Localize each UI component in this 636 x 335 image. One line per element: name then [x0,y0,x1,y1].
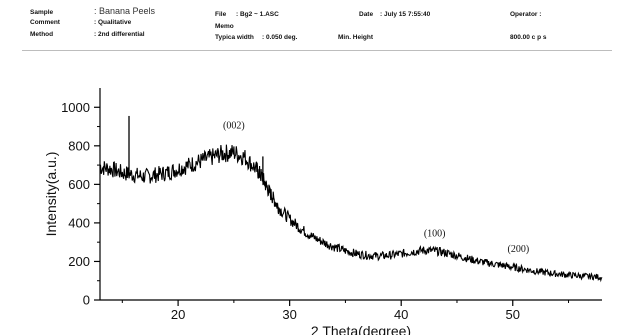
sample-label: Sample [30,9,54,16]
file-value: : Bg2 ~ 1.ASC [236,11,279,18]
x-axis-label: 2 Theta(degree) [311,323,411,335]
method-value: : 2nd differential [94,31,145,38]
instrument-header: Sample : Banana Peels Comment : Qualitat… [0,6,636,54]
date-label: Date [359,11,374,18]
operator-label: Operator : [510,11,542,18]
peak-label-2: (200) [507,244,529,255]
y-tick-label: 0 [83,293,90,308]
plot-lines [99,115,603,283]
series-line [99,144,603,283]
date-value: : July 15 7:55:40 [380,11,431,18]
y-tick-label: 600 [68,177,90,192]
min-height-label: Min. Height [338,34,374,41]
sample-value: : Banana Peels [94,6,156,16]
peak-label-1: (100) [424,228,446,239]
y-tick-label: 800 [68,138,90,153]
typical-width-label: Typica width [215,34,254,41]
file-label: File [215,11,227,18]
axes: 0 200 400 600 800 1000 20 30 40 50 [61,88,602,322]
comment-value: : Qualitative [94,19,132,26]
header-divider [22,50,612,51]
y-axis-label: Intensity(a.u.) [43,152,59,237]
y-tick-label: 400 [68,215,90,230]
x-tick-label: 30 [282,307,296,322]
x-tick-label: 50 [506,307,520,322]
comment-label: Comment [30,19,60,26]
typical-width-value: : 0.050 deg. [262,34,298,41]
y-tick-label: 1000 [61,100,90,115]
method-label: Method [30,31,54,38]
cps-value: 800.00 c p s [510,34,547,41]
y-tick-label: 200 [68,254,90,269]
x-tick-label: 40 [394,307,408,322]
memo-label: Memo [215,23,234,30]
x-tick-label: 20 [171,307,185,322]
labels: 2 Theta(degree) Intensity(a.u.) (002) (100)… [43,120,529,335]
peak-label-0: (002) [223,120,245,131]
